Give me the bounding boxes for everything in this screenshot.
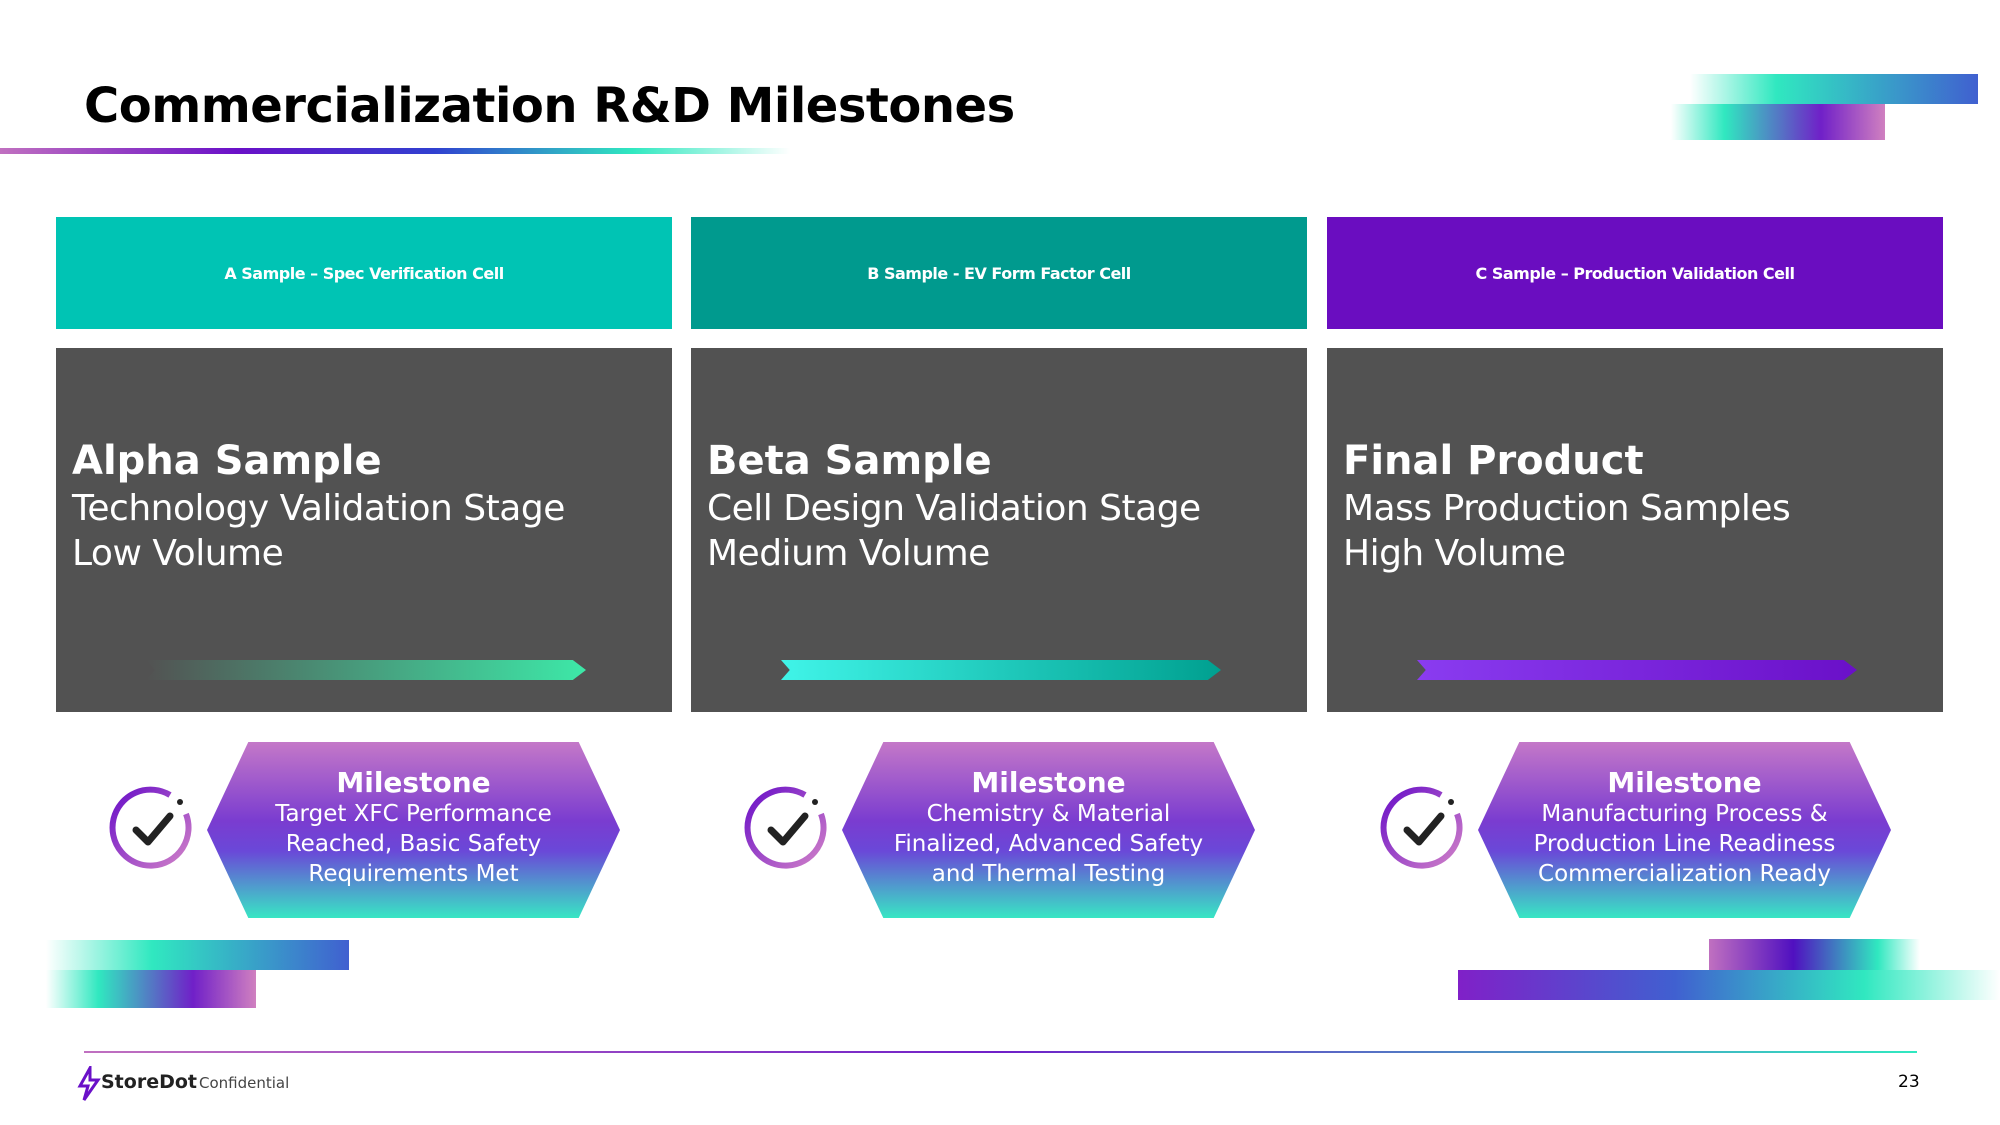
milestone-line: Commercialization Ready <box>1538 861 1831 887</box>
footer-line <box>84 1051 1917 1053</box>
stage-card: Alpha Sample Technology Validation Stage L… <box>56 348 672 712</box>
milestone-line: Manufacturing Process & <box>1541 801 1828 827</box>
slide-title: Commercialization R&D Milestones <box>84 78 1015 134</box>
decoration <box>1671 104 1885 140</box>
milestone-line: Chemistry & Material <box>926 801 1171 827</box>
milestone-badge: Milestone Target XFC Performance Reached, … <box>207 742 620 918</box>
stage-title: Beta Sample <box>707 438 992 484</box>
decoration <box>46 970 256 1008</box>
milestone-title: Milestone <box>971 766 1126 799</box>
stage-line: Technology Validation Stage <box>72 488 565 529</box>
stage-line: Low Volume <box>72 533 284 574</box>
check-icon <box>744 786 827 869</box>
milestone-line: Target XFC Performance <box>275 801 552 827</box>
milestone-line: Reached, Basic Safety <box>285 831 542 857</box>
stage-card: Final Product Mass Production Samples High… <box>1327 348 1943 712</box>
milestone-badge: Milestone Chemistry & Material Finalized, … <box>842 742 1255 918</box>
stage-card: Beta Sample Cell Design Validation Stage M… <box>691 348 1307 712</box>
title-underline <box>0 148 790 154</box>
page-number: 23 <box>1898 1072 1920 1092</box>
milestone-title: Milestone <box>1607 766 1762 799</box>
progress-arrow <box>146 660 586 680</box>
stage-line: Cell Design Validation Stage <box>707 488 1201 529</box>
brand-logo <box>77 1066 101 1101</box>
decoration <box>1709 939 1920 970</box>
confidential-label: Confidential <box>199 1074 290 1092</box>
milestone-line: Requirements Met <box>308 861 519 887</box>
check-icon <box>1380 786 1463 869</box>
decoration <box>1458 970 2000 1000</box>
column-header: A Sample – Spec Verification Cell <box>56 217 672 329</box>
decoration <box>1690 74 1978 104</box>
milestone-line: Finalized, Advanced Safety <box>893 831 1204 857</box>
progress-arrow <box>1417 660 1857 680</box>
milestone-title: Milestone <box>336 766 491 799</box>
stage-line: Medium Volume <box>707 533 990 574</box>
stage-line: High Volume <box>1343 533 1566 574</box>
milestone-badge: Milestone Manufacturing Process & Producti… <box>1478 742 1891 918</box>
stage-title: Alpha Sample <box>72 438 382 484</box>
stage-line: Mass Production Samples <box>1343 488 1791 529</box>
milestone-line: and Thermal Testing <box>931 861 1166 887</box>
column-header: C Sample – Production Validation Cell <box>1327 217 1943 329</box>
progress-arrow <box>781 660 1221 680</box>
decoration <box>46 940 349 970</box>
check-icon <box>109 786 192 869</box>
milestone-line: Production Line Readiness <box>1533 831 1836 857</box>
brand-name: StoreDot <box>101 1071 197 1093</box>
stage-title: Final Product <box>1343 438 1644 484</box>
column-header: B Sample - EV Form Factor Cell <box>691 217 1307 329</box>
